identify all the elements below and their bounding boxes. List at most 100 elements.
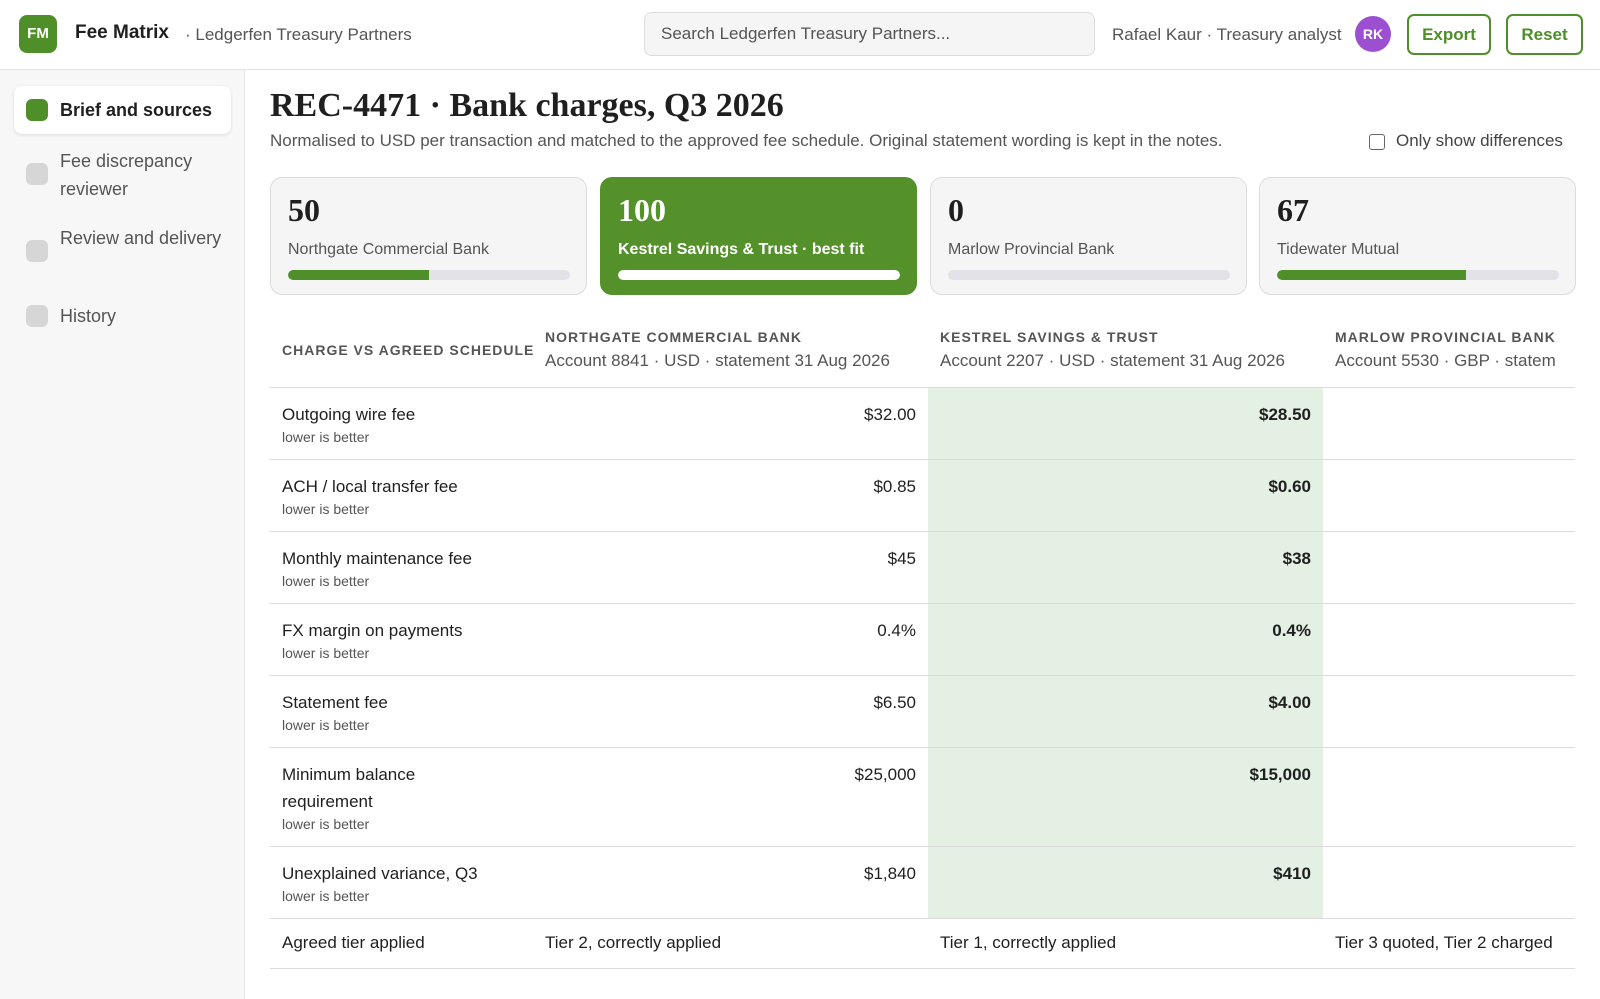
value-cell-best: $38 [928, 531, 1323, 604]
score-value: 100 [618, 192, 666, 228]
metric-name: ACH / local transfer fee [282, 476, 458, 496]
value-cell-best: $410 [928, 846, 1323, 919]
metric-hint: lower is better [282, 572, 370, 589]
reset-button[interactable]: Reset [1506, 14, 1583, 55]
value-cell-best: $15,000 [928, 747, 1323, 847]
metric-cell: Outgoing wire fee lower is better [270, 387, 533, 460]
score-card-marlow[interactable]: 0 Marlow Provincial Bank [930, 177, 1247, 295]
metric-hint: lower is better [282, 815, 370, 832]
export-button[interactable]: Export [1407, 14, 1491, 55]
value-cell: $32.00 [533, 387, 928, 460]
sidebar-item-history[interactable]: History [14, 296, 231, 336]
value-cell-best: $4.00 [928, 675, 1323, 748]
table-row: Unexplained variance, Q3 lower is better … [270, 846, 1575, 919]
value-cell [1323, 846, 1575, 919]
sidebar: Brief and sources Fee discrepancy review… [0, 70, 245, 999]
metric-hint: lower is better [282, 887, 370, 904]
metric-cell: Statement fee lower is better [270, 675, 533, 748]
org-breadcrumb[interactable]: · Ledgerfen Treasury Partners [185, 25, 412, 44]
value-cell [1323, 387, 1575, 460]
column-header-northgate[interactable]: NORTHGATE COMMERCIAL BANK Account 8841 ·… [533, 315, 928, 388]
metric-hint: lower is better [282, 500, 370, 517]
table-row: ACH / local transfer fee lower is better … [270, 459, 1575, 532]
checkbox[interactable] [1369, 134, 1385, 150]
vendor-detail: Account 8841 · USD · statement 31 Aug 20… [545, 351, 890, 370]
score-bar [618, 270, 900, 280]
app-title: Fee Matrix [75, 22, 169, 43]
metric-cell: Minimum balance requirement lower is bett… [270, 747, 533, 847]
top-bar: FM Fee Matrix · Ledgerfen Treasury Partn… [0, 0, 1600, 70]
vendor-detail: Account 5530 · GBP · statem [1335, 351, 1556, 370]
score-bar-fill [288, 270, 429, 280]
vendor-name: NORTHGATE COMMERCIAL BANK [545, 329, 803, 345]
metric-name: Minimum balance requirement [282, 764, 416, 811]
step-status-icon [26, 240, 48, 262]
sidebar-item-label: Fee discrepancy reviewer [60, 151, 193, 199]
score-card-tidewater[interactable]: 67 Tidewater Mutual [1259, 177, 1576, 295]
metric-cell: Monthly maintenance fee lower is better [270, 531, 533, 604]
value-cell: $1,840 [533, 846, 928, 919]
sidebar-item-label: History [60, 306, 117, 326]
value-cell [1323, 603, 1575, 676]
score-card-kestrel[interactable]: 100 Kestrel Savings & Trust · best fit [600, 177, 917, 295]
value-cell: $25,000 [533, 747, 928, 847]
metric-cell: FX margin on payments lower is better [270, 603, 533, 676]
sidebar-item-fee-discrepancy-reviewer[interactable]: Fee discrepancy reviewer [14, 145, 231, 207]
metric-hint: lower is better [282, 716, 370, 733]
sidebar-item-label: Review and delivery [60, 228, 222, 248]
value-cell [1323, 747, 1575, 847]
table-row: FX margin on payments lower is better 0.4… [270, 603, 1575, 676]
user-label: Rafael Kaur · Treasury analyst [1112, 25, 1342, 44]
score-bank-name: Kestrel Savings & Trust · best fit [618, 241, 865, 258]
row-header-label: CHARGE VS AGREED SCHEDULE [282, 341, 535, 358]
score-bar [948, 270, 1230, 280]
sidebar-item-review-and-delivery[interactable]: Review and delivery [14, 222, 231, 284]
value-cell-best: $28.50 [928, 387, 1323, 460]
footer-label: Agreed tier applied [270, 918, 533, 969]
table-row: Monthly maintenance fee lower is better $… [270, 531, 1575, 604]
step-status-icon [26, 305, 48, 327]
value-cell: 0.4% [533, 603, 928, 676]
value-cell [1323, 531, 1575, 604]
page-subtitle: Normalised to USD per transaction and ma… [270, 131, 1223, 150]
step-status-icon [26, 163, 48, 185]
value-cell: $45 [533, 531, 928, 604]
table-row: Statement fee lower is better $6.50 $4.00 [270, 675, 1575, 748]
value-cell [1323, 675, 1575, 748]
table-row: Minimum balance requirement lower is bett… [270, 747, 1575, 847]
score-bar [1277, 270, 1559, 280]
score-bank-name: Northgate Commercial Bank [288, 241, 489, 258]
value-cell-best: $0.60 [928, 459, 1323, 532]
score-bar-fill [618, 270, 900, 280]
metric-name: Outgoing wire fee [282, 404, 416, 424]
step-status-icon [26, 99, 48, 121]
column-header-marlow[interactable]: MARLOW PROVINCIAL BANK Account 5530 · GB… [1323, 315, 1575, 388]
value-cell-best: 0.4% [928, 603, 1323, 676]
score-card-northgate[interactable]: 50 Northgate Commercial Bank [270, 177, 587, 295]
value-cell [1323, 459, 1575, 532]
fee-comparison-table[interactable]: CHARGE VS AGREED SCHEDULE NORTHGATE COMM… [270, 315, 1575, 999]
sidebar-item-brief-and-sources[interactable]: Brief and sources [14, 86, 231, 134]
vendor-name: MARLOW PROVINCIAL BANK [1335, 329, 1556, 345]
score-value: 67 [1277, 192, 1309, 228]
score-bar [288, 270, 570, 280]
footer-value: Tier 3 quoted, Tier 2 charged [1323, 918, 1575, 969]
avatar[interactable]: RK [1355, 16, 1391, 52]
sidebar-item-label: Brief and sources [60, 100, 213, 120]
toggle-label: Only show differences [1396, 131, 1563, 150]
vendor-name: KESTREL SAVINGS & TRUST [940, 329, 1159, 345]
footer-value: Tier 1, correctly applied [928, 918, 1323, 969]
score-bank-name: Tidewater Mutual [1277, 241, 1400, 258]
metric-cell: Unexplained variance, Q3 lower is better [270, 846, 533, 919]
vendor-detail: Account 2207 · USD · statement 31 Aug 20… [940, 351, 1285, 370]
metric-name: FX margin on payments [282, 620, 463, 640]
app-logo[interactable]: FM [19, 15, 57, 53]
score-bank-name: Marlow Provincial Bank [948, 241, 1115, 258]
column-header-kestrel[interactable]: KESTREL SAVINGS & TRUST Account 2207 · U… [928, 315, 1323, 388]
value-cell: $6.50 [533, 675, 928, 748]
metric-name: Unexplained variance, Q3 [282, 863, 478, 883]
score-value: 0 [948, 192, 964, 228]
metric-cell: ACH / local transfer fee lower is better [270, 459, 533, 532]
search-input[interactable] [644, 12, 1095, 56]
metric-hint: lower is better [282, 644, 370, 661]
